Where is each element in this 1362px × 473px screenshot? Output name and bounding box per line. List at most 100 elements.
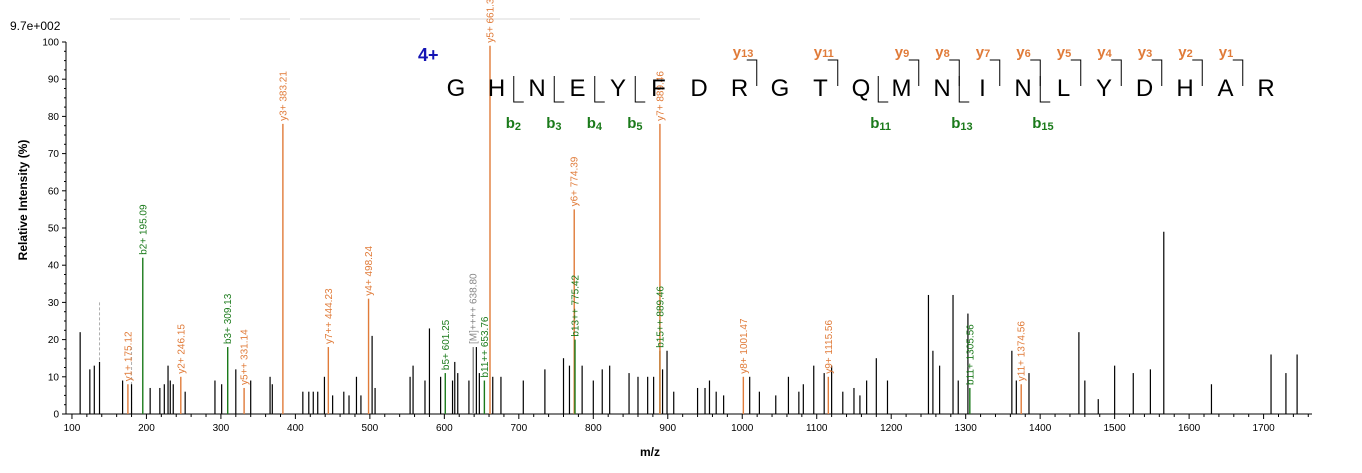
max-intensity-label: 9.7e+002 bbox=[10, 19, 61, 33]
y-tick-label: 70 bbox=[48, 149, 60, 160]
y-ion-number: 6 bbox=[1025, 48, 1031, 60]
y-tick-label: 80 bbox=[48, 112, 60, 123]
x-tick-label: 300 bbox=[213, 423, 230, 434]
x-axis-label: m/z bbox=[640, 445, 660, 459]
peak-label-b: b2+ 195.09 bbox=[138, 204, 149, 255]
y-tick-label: 10 bbox=[48, 372, 60, 383]
b-ion-label: b13 bbox=[951, 115, 972, 133]
peak-label-y: y4+ 498.24 bbox=[364, 245, 375, 295]
residue-letter: N bbox=[528, 75, 545, 102]
y-ion-number: 1 bbox=[1227, 48, 1233, 60]
y-ion-label: y3 bbox=[1138, 44, 1152, 61]
y-tick-label: 0 bbox=[53, 410, 59, 421]
b-ion-letter: b bbox=[1032, 115, 1041, 132]
y-ion-bracket bbox=[746, 59, 758, 86]
residue-letter: A bbox=[1217, 75, 1233, 102]
b-ion-letter: b bbox=[627, 115, 636, 132]
y-ion-label: y11 bbox=[814, 44, 834, 61]
y-ion-number: 5 bbox=[1065, 48, 1071, 60]
residue-letter: L bbox=[1057, 75, 1070, 102]
b-ion-bracket bbox=[594, 76, 605, 103]
b-ion-bracket bbox=[877, 76, 889, 103]
y-ion-bracket bbox=[1070, 59, 1082, 86]
y-ion-number: 4 bbox=[1106, 48, 1113, 60]
x-tick-label: 500 bbox=[362, 423, 379, 434]
peak-label-y: y1+ 175.12 bbox=[123, 331, 134, 381]
y-ion-label: y4 bbox=[1097, 44, 1112, 61]
b-ion-bracket bbox=[958, 76, 970, 103]
b-ion-letter: b bbox=[546, 115, 555, 132]
x-tick-label: 200 bbox=[138, 423, 155, 434]
x-tick-label: 600 bbox=[436, 423, 453, 434]
residue-letter: H bbox=[488, 75, 505, 102]
x-tick-label: 900 bbox=[659, 423, 676, 434]
y-ion-label: y1 bbox=[1219, 44, 1233, 61]
residue-letter: M bbox=[892, 75, 912, 102]
b-ion-label: b11 bbox=[870, 115, 891, 133]
y-axis-ticks: 0 10 20 30 40 50 60 70 80 90 100 bbox=[42, 38, 66, 421]
b-ion-letter: b bbox=[587, 115, 596, 132]
residue-letter: T bbox=[813, 75, 828, 102]
y-ion-number: 3 bbox=[1146, 48, 1152, 60]
peak-label-y: y5++ 331.14 bbox=[240, 329, 251, 385]
b-ion-label: b4 bbox=[587, 115, 603, 133]
y-ion-number: 2 bbox=[1187, 48, 1193, 60]
y-ion-label: y9 bbox=[895, 44, 909, 61]
residue-letter: D bbox=[690, 75, 707, 102]
x-tick-label: 1300 bbox=[955, 423, 978, 434]
peak-label-b: b15++ 889.46 bbox=[655, 286, 666, 348]
residue-letter: H bbox=[1176, 75, 1193, 102]
y-ion-letter: y bbox=[935, 44, 944, 61]
peak-label-y: y7++ 444.23 bbox=[324, 288, 335, 344]
peak-label-y: y11+ 1374.56 bbox=[1017, 321, 1028, 382]
y-ion-label: y6 bbox=[1016, 44, 1030, 61]
peak-bars bbox=[79, 45, 1298, 414]
residue-letter: Q bbox=[852, 75, 871, 102]
b-ion-number: 3 bbox=[555, 121, 561, 133]
y-ion-bracket bbox=[1151, 59, 1163, 86]
b-ion-number: 5 bbox=[636, 121, 642, 133]
y-ion-label: y8 bbox=[935, 44, 949, 61]
y-ion-letter: y bbox=[814, 44, 823, 61]
peak-label-b: b3+ 309.13 bbox=[223, 293, 234, 344]
b-ion-letter: b bbox=[506, 115, 515, 132]
peak-label-y: y8+ 1001.47 bbox=[739, 318, 750, 374]
peak-label-y: y9+ 1115.56 bbox=[824, 320, 835, 374]
y-ion-bracket bbox=[989, 59, 1001, 86]
y-tick-label: 90 bbox=[48, 75, 60, 86]
y-ion-bracket bbox=[949, 59, 960, 86]
y-ion-number: 9 bbox=[903, 48, 909, 60]
peak-label-y: y3+ 383.21 bbox=[278, 71, 289, 121]
b-ion-letter: b bbox=[951, 115, 960, 132]
b-ion-label: b2 bbox=[506, 115, 521, 133]
y-tick-label: 60 bbox=[48, 186, 60, 197]
x-tick-label: 1100 bbox=[806, 423, 828, 434]
b-ion-number: 4 bbox=[596, 121, 603, 133]
residue-letter: N bbox=[1014, 75, 1031, 102]
x-tick-label: 700 bbox=[510, 423, 527, 434]
peak-label-y: y2+ 246.15 bbox=[176, 324, 187, 374]
y-tick-label: 30 bbox=[48, 298, 60, 309]
x-tick-label: 1600 bbox=[1178, 423, 1201, 434]
b-ion-letter: b bbox=[870, 115, 879, 132]
y-ion-label: y5 bbox=[1057, 44, 1071, 61]
y-ion-number: 11 bbox=[822, 48, 834, 60]
y-ion-letter: y bbox=[1138, 44, 1147, 61]
y-ion-letter: y bbox=[1219, 44, 1228, 61]
y-ion-number: 7 bbox=[984, 48, 990, 60]
b-ion-number: 11 bbox=[879, 121, 891, 133]
residue-letter: R bbox=[731, 75, 748, 102]
x-tick-label: 800 bbox=[585, 423, 602, 434]
residue-letter: R bbox=[1257, 75, 1274, 102]
residue-letter: F bbox=[651, 75, 666, 102]
y-ion-label: y7 bbox=[976, 44, 990, 61]
y-ion-letter: y bbox=[1178, 44, 1187, 61]
y-ion-letter: y bbox=[1097, 44, 1106, 61]
peak-label-y: y5+ 661.30 bbox=[485, 0, 496, 43]
y-ion-letter: y bbox=[733, 44, 742, 61]
b-ion-label: b15 bbox=[1032, 115, 1053, 133]
residue-letter: Y bbox=[610, 75, 626, 102]
x-tick-label: 1400 bbox=[1029, 423, 1052, 434]
